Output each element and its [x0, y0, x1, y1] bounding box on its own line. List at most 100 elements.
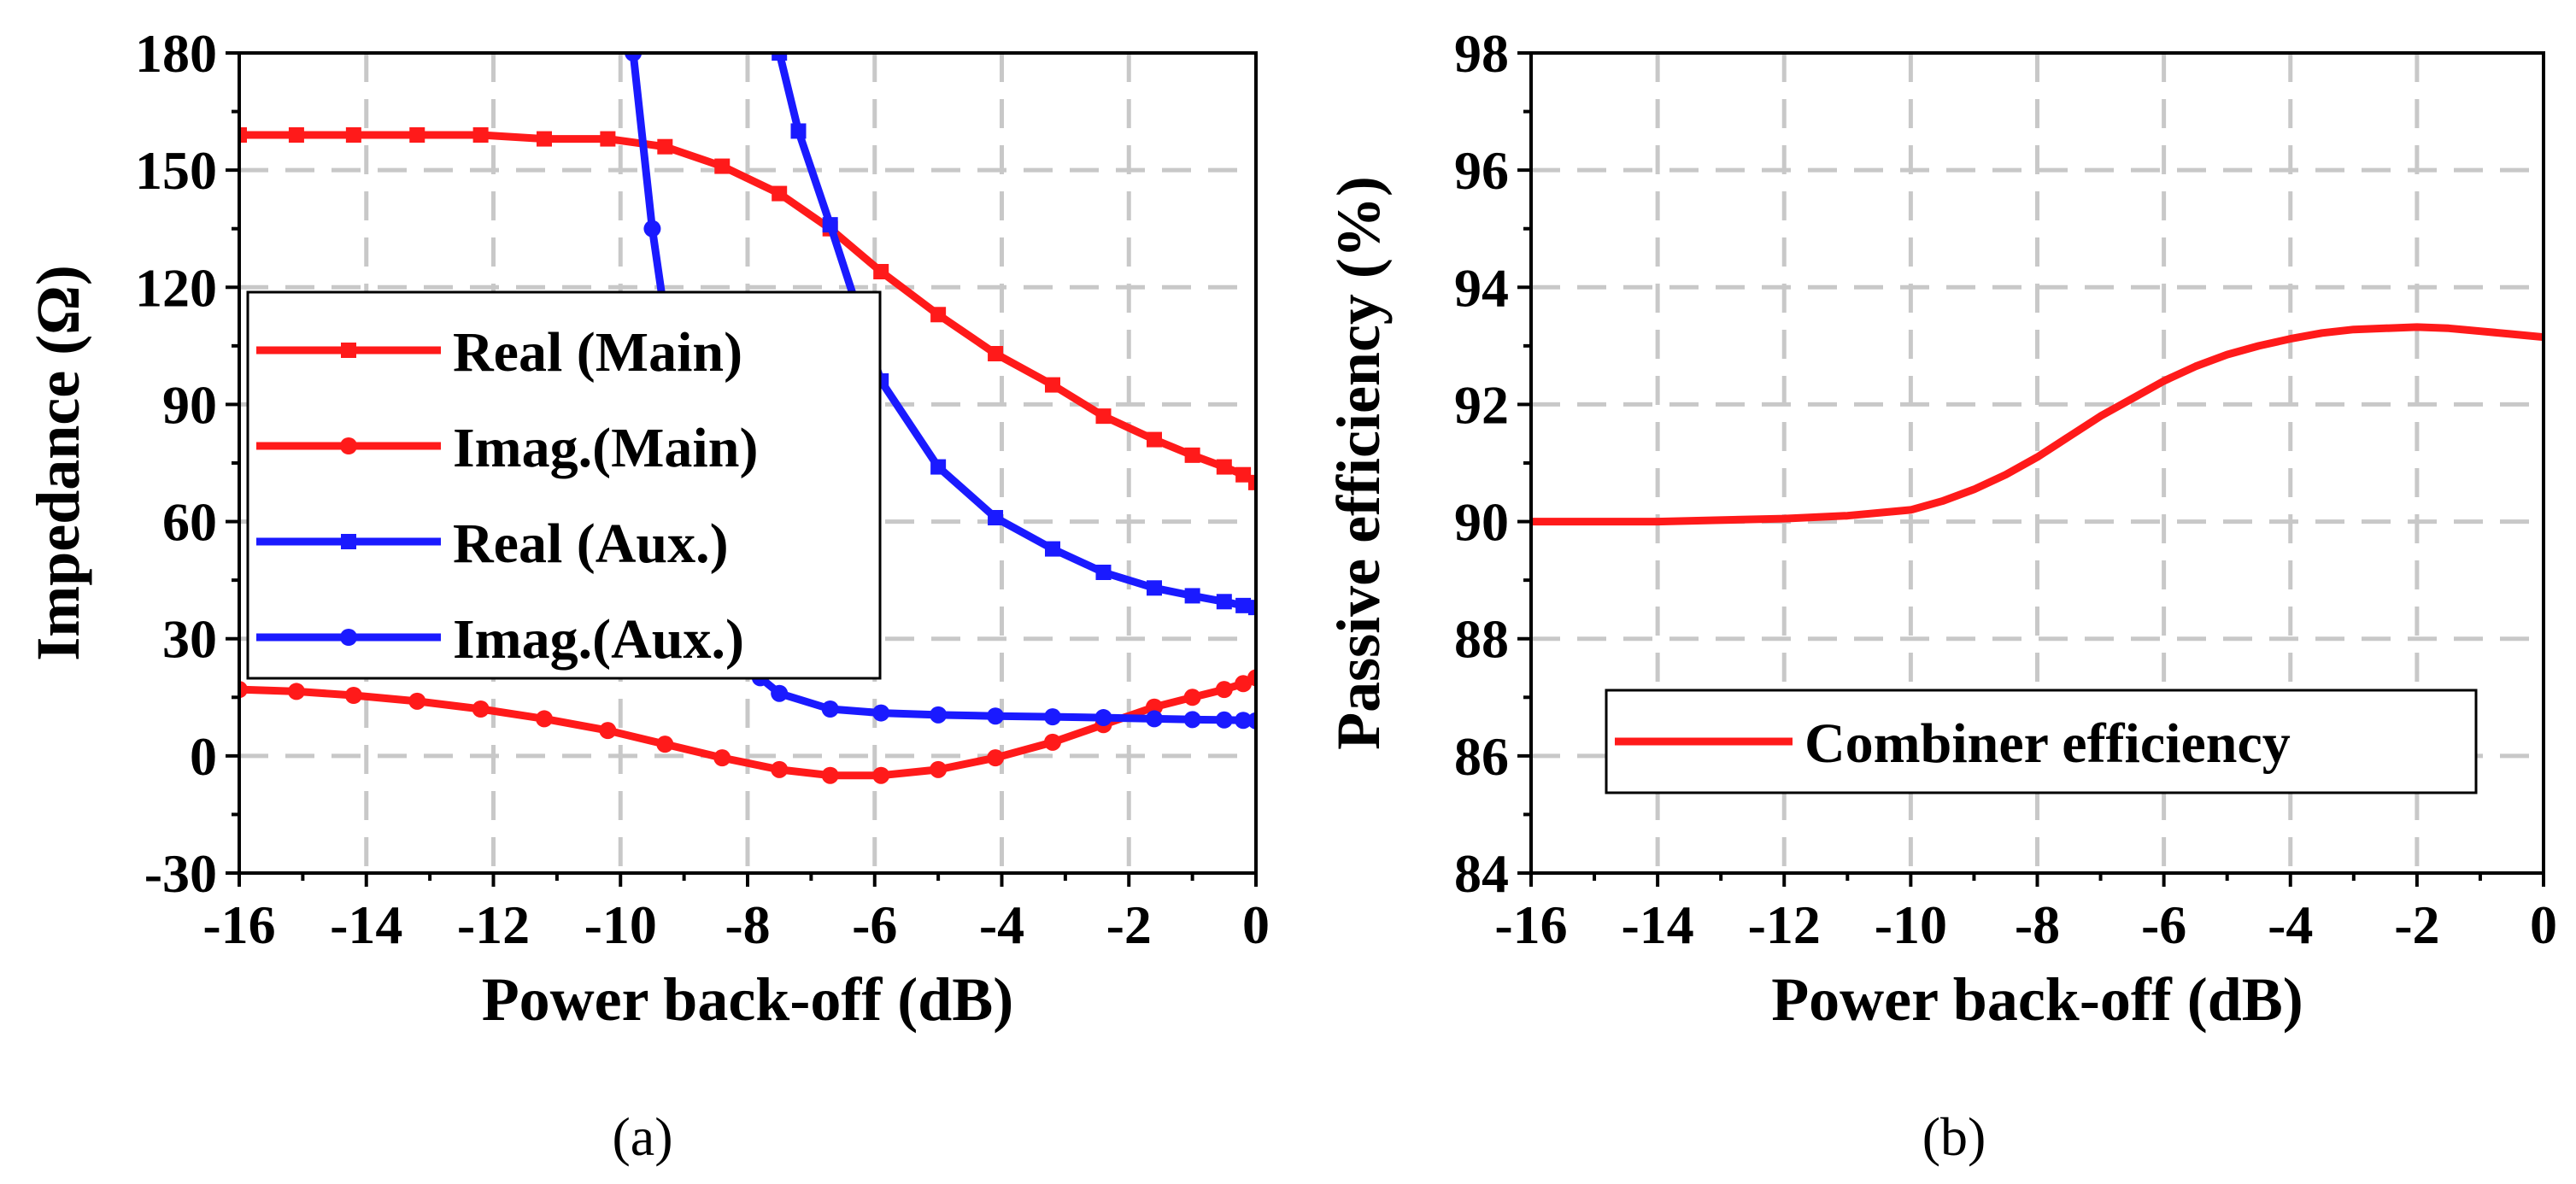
x-tick-label: 0: [2530, 894, 2557, 955]
x-tick-label: -16: [202, 894, 275, 955]
y-tick-label: 0: [190, 726, 217, 787]
y-tick-label: 150: [135, 140, 217, 201]
y-tick-label: -30: [144, 843, 217, 904]
legend-label: Real (Aux.): [453, 513, 729, 575]
y-axis-label: Passive efficiency (%): [1324, 176, 1393, 750]
data-point: [1235, 712, 1253, 730]
data-point: [790, 123, 807, 139]
data-point: [472, 700, 490, 718]
data-point: [239, 127, 247, 143]
data-point: [822, 217, 838, 233]
data-point: [599, 722, 617, 740]
data-point: [1184, 588, 1200, 604]
data-point: [643, 220, 661, 237]
x-tick-label: -4: [2268, 894, 2313, 955]
data-point: [771, 760, 789, 778]
data-point: [239, 681, 248, 699]
data-point: [772, 53, 788, 61]
legend-label: Real (Main): [453, 321, 742, 384]
data-point: [930, 459, 947, 475]
x-tick-label: -6: [852, 894, 897, 955]
data-point: [600, 131, 616, 147]
y-tick-label: 84: [1454, 843, 1509, 904]
data-point: [1095, 565, 1112, 580]
x-tick-label: -8: [725, 894, 770, 955]
data-point: [1044, 733, 1061, 751]
data-point: [1094, 709, 1112, 727]
data-point: [1146, 698, 1163, 716]
y-tick-label: 88: [1454, 609, 1509, 670]
data-point: [625, 53, 643, 62]
data-point: [1248, 474, 1256, 490]
data-point: [1235, 675, 1253, 693]
legend-marker: [341, 534, 356, 549]
data-point: [1044, 708, 1061, 726]
x-tick-label: -2: [2394, 894, 2439, 955]
x-tick-label: -2: [1106, 894, 1152, 955]
data-point: [772, 185, 788, 202]
x-tick-label: -12: [457, 894, 530, 955]
data-point: [345, 127, 361, 143]
legend-marker: [340, 437, 357, 454]
y-tick-label: 86: [1454, 726, 1509, 787]
legend-label: Imag.(Main): [453, 417, 758, 479]
legend-label: Combiner efficiency: [1804, 712, 2291, 775]
y-tick-label: 90: [1454, 492, 1509, 553]
y-tick-label: 92: [1454, 374, 1509, 435]
legend: Real (Main) Imag.(Main) Real (Aux.) Imag.(A…: [246, 290, 882, 680]
data-point: [821, 700, 839, 718]
data-point: [988, 510, 1004, 525]
x-axis-label: Power back-off (dB): [482, 965, 1014, 1034]
y-tick-label: 30: [162, 609, 217, 670]
data-point: [288, 127, 304, 143]
data-point: [1247, 669, 1256, 687]
x-axis-label: Power back-off (dB): [1771, 965, 2303, 1034]
y-axis-label: Impedance (Ω): [24, 265, 92, 661]
panel-label: (a): [612, 1106, 672, 1167]
data-point: [1184, 447, 1200, 463]
data-point: [771, 684, 789, 702]
data-point: [930, 760, 948, 778]
data-point: [344, 687, 362, 704]
data-point: [1248, 600, 1256, 616]
x-tick-label: -14: [330, 894, 402, 955]
data-point: [873, 264, 889, 279]
series-line: [1531, 323, 2544, 526]
data-point: [1147, 580, 1162, 596]
data-point: [872, 766, 890, 784]
data-point: [1247, 712, 1256, 730]
y-tick-label: 98: [1454, 23, 1509, 84]
y-tick-label: 60: [162, 492, 217, 553]
series-combiner-efficiency: [1531, 323, 2544, 526]
data-point: [1235, 597, 1252, 613]
x-tick-label: -6: [2141, 894, 2186, 955]
data-point: [988, 346, 1004, 361]
legend-marker: [340, 629, 357, 646]
data-point: [1045, 541, 1060, 557]
data-point: [287, 683, 305, 700]
x-tick-label: -14: [1621, 894, 1693, 955]
data-point: [408, 692, 426, 710]
data-point: [536, 710, 553, 728]
x-tick-label: -8: [2015, 894, 2060, 955]
data-point: [657, 138, 673, 155]
legend: Combiner efficiency: [1605, 689, 2478, 794]
data-point: [1215, 711, 1233, 729]
data-point: [930, 706, 948, 724]
data-point: [1095, 408, 1112, 425]
x-tick-label: -4: [979, 894, 1024, 955]
x-tick-label: -10: [1875, 894, 1947, 955]
data-point: [537, 131, 552, 147]
data-point: [1216, 594, 1232, 610]
data-point: [987, 749, 1005, 767]
legend-marker: [341, 343, 356, 358]
data-point: [821, 766, 839, 784]
legend-label: Imag.(Aux.): [453, 608, 744, 671]
data-point: [409, 127, 425, 143]
x-tick-label: -10: [584, 894, 657, 955]
x-tick-label: -16: [1494, 894, 1567, 955]
data-point: [713, 749, 731, 767]
x-tick-label: -12: [1748, 894, 1821, 955]
series-imag-main-: [239, 669, 1256, 784]
